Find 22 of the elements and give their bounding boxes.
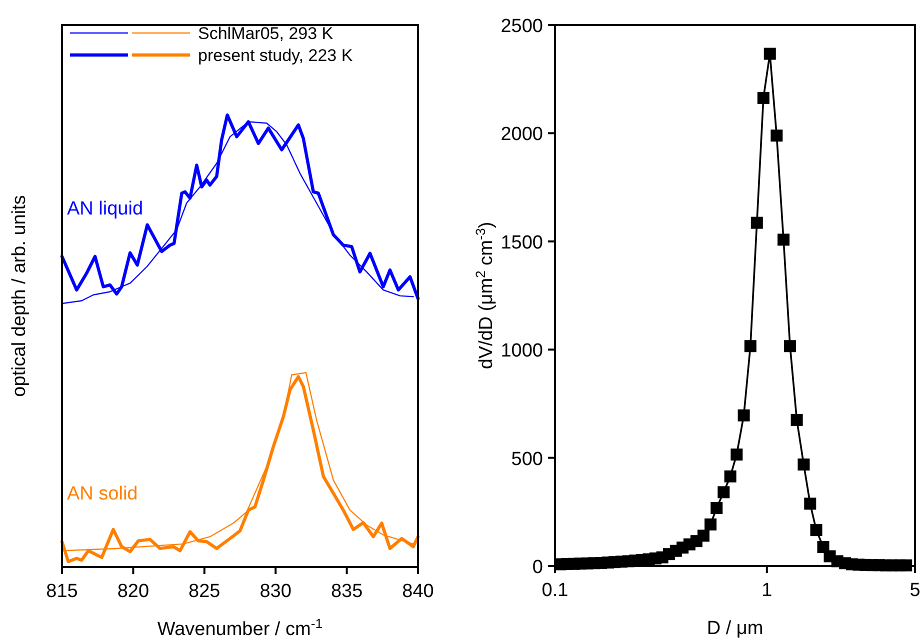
legend-label: present study, 223 K	[198, 46, 354, 65]
y-tick-label: 2500	[500, 16, 543, 37]
x-tick-label: 1	[762, 580, 772, 601]
x-tick-label: 830	[260, 581, 292, 602]
x-tick-label: 820	[117, 581, 150, 602]
y-tick-label: 1500	[500, 232, 543, 254]
y-tick-label: 0	[532, 557, 543, 578]
x-tick-label: 815	[46, 581, 78, 602]
annotation: AN solid	[67, 484, 138, 505]
x-tick-label: 0.1	[542, 580, 568, 601]
x-axis-title: Wavenumber / cm$^{-1}$	[157, 616, 323, 639]
annotation: AN liquid	[67, 198, 144, 220]
y-tick-label: 500	[511, 448, 543, 470]
y-tick-label: 1000	[500, 340, 543, 362]
x-tick-label: 5	[910, 580, 920, 601]
x-tick-label: 835	[330, 581, 363, 602]
y-axis-title: optical depth / arb. units	[9, 195, 30, 397]
x-tick-label: 840	[402, 581, 434, 602]
x-tick-label: 825	[188, 581, 220, 602]
x-axis-title: D / μm	[706, 618, 764, 639]
y-tick-label: 2000	[500, 124, 543, 146]
legend-label: SchlMar05, 293 K	[198, 24, 334, 43]
